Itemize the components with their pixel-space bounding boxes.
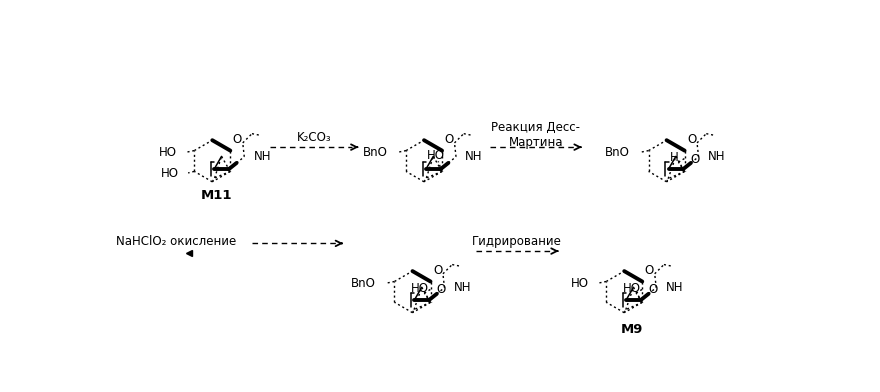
Text: BnO: BnO	[351, 277, 376, 290]
Text: O: O	[649, 283, 657, 296]
Text: Гидрирование: Гидрирование	[473, 235, 562, 249]
Text: HO: HO	[161, 167, 179, 180]
Text: NH: NH	[665, 281, 683, 294]
Text: H: H	[670, 151, 678, 164]
Text: М11: М11	[201, 189, 232, 202]
Text: O: O	[444, 133, 454, 146]
Text: HO: HO	[571, 277, 590, 290]
Text: М9: М9	[620, 323, 643, 336]
Text: NH: NH	[454, 281, 471, 294]
Text: O: O	[436, 283, 446, 296]
Text: HO: HO	[159, 147, 178, 160]
Text: HO: HO	[622, 282, 641, 295]
Text: NH: NH	[253, 150, 271, 163]
Text: O: O	[645, 264, 654, 277]
Text: O: O	[232, 133, 242, 146]
Text: O: O	[433, 264, 442, 277]
Text: NH: NH	[708, 150, 725, 163]
Text: HO: HO	[411, 282, 429, 295]
Text: NH: NH	[466, 150, 483, 163]
Text: HO: HO	[427, 149, 445, 163]
Text: BnO: BnO	[605, 147, 630, 160]
Text: Реакция Десс-
Мартина: Реакция Десс- Мартина	[491, 121, 580, 149]
Text: BnO: BnO	[363, 147, 387, 160]
Text: O: O	[691, 152, 700, 165]
Text: K₂CO₃: K₂CO₃	[297, 131, 331, 144]
Text: O: O	[687, 133, 696, 146]
Text: NaHClO₂ окисление: NaHClO₂ окисление	[116, 235, 237, 249]
